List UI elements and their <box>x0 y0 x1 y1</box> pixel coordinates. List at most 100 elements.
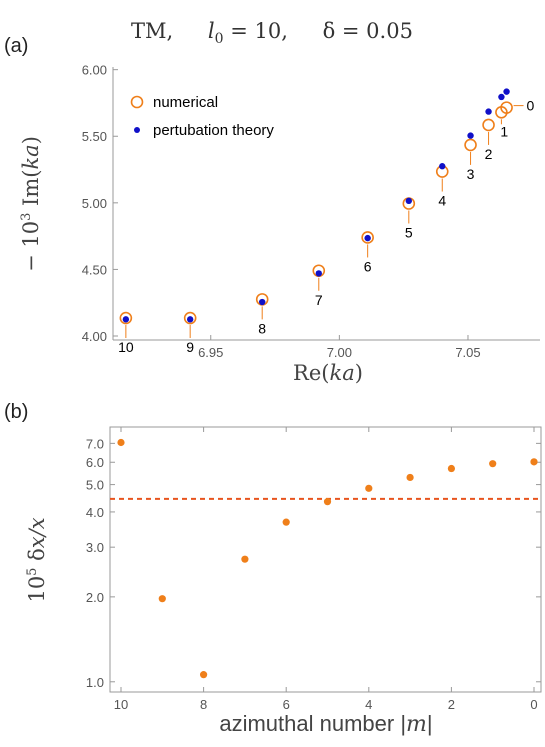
point-label-m: 6 <box>364 258 372 274</box>
panel-b-y-tick-label: 3.0 <box>86 540 104 555</box>
panel-b-y-tick-label: 2.0 <box>86 590 104 605</box>
legend-perturbation-marker <box>134 127 140 133</box>
perturbation-point <box>186 316 194 323</box>
numerical-point <box>183 311 197 325</box>
panel-b-y-tick-label: 5.0 <box>86 478 104 493</box>
panel-a-y-label-main: Im( <box>19 170 43 213</box>
panel-b-x-tick-label: 8 <box>200 697 207 712</box>
numerical-point <box>361 231 374 244</box>
point-label-m: 1 <box>500 123 508 139</box>
panel-a-y-tick-label: 5.50 <box>82 129 107 144</box>
perturbation-point <box>503 88 510 95</box>
panel-a-legend: numerical pertubation theory <box>130 94 274 139</box>
point-label-m: 2 <box>485 146 493 162</box>
perturbation-point <box>498 93 505 101</box>
panel-b-y-label-var: x <box>25 536 49 548</box>
title-l-sub: 0 <box>215 31 224 47</box>
panel-a-y-tick-label: 5.00 <box>82 196 107 211</box>
title-l-value: = 10, <box>224 19 288 43</box>
panel-b-x-tick-label: 2 <box>448 697 455 712</box>
panel-a-y-ticks: 4.00 4.50 5.00 5.50 6.00 <box>82 63 118 344</box>
panel-a-y-label: − 103 Im(ka) <box>19 136 43 272</box>
perturbation-point <box>485 108 492 115</box>
point-label-m: 10 <box>118 339 134 355</box>
relative-shift-point <box>282 518 290 526</box>
panel-a-y-tick-label: 6.00 <box>82 63 107 78</box>
perturbation-point <box>122 316 130 323</box>
numerical-point <box>482 118 495 132</box>
panel-b-x-label-var: m <box>406 712 427 737</box>
panel-a-x-tick-label: 7.00 <box>327 345 352 360</box>
panel-a-leader-lines <box>125 105 524 339</box>
panel-a-x-ticks: 6.95 7.00 7.05 <box>198 335 481 360</box>
panel-b-y-tick-label: 4.0 <box>86 505 104 520</box>
panel-a-y-label-exp: 3 <box>19 213 34 221</box>
panel-b-x-label: azimuthal number |m| <box>219 711 432 737</box>
panel-b-x-ticks: 10 8 6 4 2 0 <box>114 427 538 712</box>
perturbation-point <box>467 132 474 139</box>
panel-b-x-tick-label: 6 <box>283 697 290 712</box>
panel-a-x-label-end: ) <box>355 361 363 385</box>
panel-b-series <box>117 438 538 679</box>
point-label-m: 0 <box>527 98 535 114</box>
panel-b-y-tick-label: 7.0 <box>86 436 104 451</box>
panel-b-y-tick-label: 6.0 <box>86 455 104 470</box>
panel-b-label: (b) <box>4 401 28 423</box>
numerical-point <box>119 311 133 325</box>
panel-b-x-tick-label: 4 <box>365 697 372 712</box>
panel-a-x-tick-label: 6.95 <box>198 345 223 360</box>
panel-b-x-tick-label: 0 <box>530 697 537 712</box>
panel-a-x-label: Re(ka) <box>293 361 363 385</box>
relative-shift-point <box>241 555 249 563</box>
panel-a-y-label-end: ) <box>19 136 43 144</box>
title-delta: δ = 0.05 <box>323 19 413 43</box>
panel-a-x-label-main: Re( <box>293 361 329 385</box>
panel-a-numerical-series <box>119 101 513 325</box>
relative-shift-point <box>530 458 538 466</box>
panel-a-x-label-var: ka <box>329 361 354 385</box>
numerical-point <box>464 138 477 152</box>
panel-b-x-label-end: | <box>427 711 433 736</box>
legend-perturbation-label: pertubation theory <box>153 122 274 139</box>
perturbation-point <box>439 163 446 170</box>
panel-a-y-tick-label: 4.00 <box>82 329 107 344</box>
panel-a-y-tick-label: 4.50 <box>82 262 107 277</box>
relative-shift-point <box>200 671 208 679</box>
panel-a-y-label-prefix: − 10 <box>19 221 43 272</box>
title-mode: TM, <box>131 19 173 43</box>
relative-shift-point <box>365 484 373 492</box>
point-label-m: 9 <box>186 339 194 355</box>
panel-a-perturbation-series <box>122 88 510 323</box>
perturbation-point <box>364 234 371 242</box>
panel-b-y-tick-label: 1.0 <box>86 675 104 690</box>
point-label-m: 4 <box>438 193 446 209</box>
panel-b-plot: 10 8 6 4 2 0 1.0 2.0 3.0 4.0 5.0 6.0 7.0 <box>86 426 542 712</box>
panel-b-frame <box>109 426 542 693</box>
panel-b-y-ticks: 1.0 2.0 3.0 4.0 5.0 6.0 7.0 <box>86 436 541 690</box>
panel-a-plot: 6.95 7.00 7.05 4.004.505.005.506.00 10 9876… <box>82 63 540 360</box>
point-label-m: 7 <box>315 292 323 308</box>
panel-b-y-label-end: /x <box>25 517 49 538</box>
relative-shift-point <box>489 460 497 468</box>
panel-b-x-tick-label: 10 <box>114 697 128 712</box>
legend-numerical-label: numerical <box>153 94 218 111</box>
panel-a-y-label-var: ka <box>19 144 43 169</box>
relative-shift-point <box>447 464 455 473</box>
relative-shift-point <box>158 595 166 603</box>
relative-shift-point <box>406 473 414 482</box>
panel-b-y-label-main: δ <box>25 548 49 567</box>
figure-title: TM, l0 = 10, δ = 0.05 <box>131 19 413 47</box>
title-l: l <box>208 19 215 43</box>
point-label-m: 5 <box>405 225 413 241</box>
perturbation-point <box>258 298 266 306</box>
panel-b-y-label: 105 δx/x <box>25 517 49 602</box>
panel-a-x-tick-label: 7.05 <box>455 345 480 360</box>
relative-shift-point <box>117 438 125 447</box>
panel-b-y-label-prefix: 10 <box>25 576 49 603</box>
panel-b-y-label-exp: 5 <box>25 568 40 576</box>
panel-a-label: (a) <box>4 35 28 57</box>
panel-b-x-label-main: azimuthal number | <box>219 711 406 736</box>
numerical-point <box>500 101 513 114</box>
